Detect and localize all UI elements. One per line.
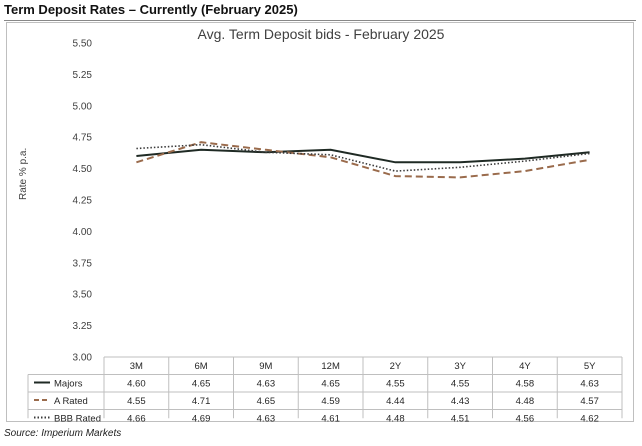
- y-tick-label: 5.25: [73, 70, 93, 81]
- x-tick-label: 2Y: [390, 361, 402, 372]
- chart-title: Avg. Term Deposit bids - February 2025: [197, 26, 445, 42]
- data-table-value: 4.65: [321, 379, 340, 390]
- data-table-value: 4.48: [386, 414, 405, 425]
- x-tick-label: 9M: [259, 361, 272, 372]
- legend-label: A Rated: [54, 396, 88, 407]
- chart-frame: [6, 22, 634, 422]
- y-tick-label: 4.25: [73, 196, 93, 207]
- data-table-value: 4.59: [321, 396, 340, 407]
- data-table-value: 4.55: [127, 396, 146, 407]
- series-line-majors: [136, 148, 590, 164]
- legend-label: Majors: [54, 379, 83, 390]
- data-table-value: 4.51: [451, 414, 470, 425]
- x-tick-label: 12M: [321, 361, 340, 372]
- data-table-value: 4.63: [580, 379, 599, 390]
- y-tick-label: 4.75: [73, 133, 93, 144]
- series-line-bbb-rated: [136, 143, 590, 172]
- legend-label: BBB Rated: [54, 414, 101, 425]
- data-table-value: 4.62: [580, 414, 599, 425]
- source-note: Source: Imperium Markets: [4, 428, 122, 439]
- x-tick-label: 4Y: [519, 361, 531, 372]
- data-table-value: 4.55: [451, 379, 470, 390]
- y-tick-label: 5.00: [73, 101, 93, 112]
- x-tick-label: 6M: [195, 361, 208, 372]
- data-table-value: 4.61: [321, 414, 340, 425]
- y-tick-label: 4.00: [73, 227, 93, 238]
- x-tick-label: 5Y: [584, 361, 596, 372]
- data-table-value: 4.66: [127, 414, 146, 425]
- data-table-value: 4.69: [192, 414, 211, 425]
- data-table-value: 4.65: [257, 396, 276, 407]
- data-table-value: 4.58: [516, 379, 535, 390]
- y-tick-label: 3.50: [73, 290, 93, 301]
- data-table-value: 4.71: [192, 396, 211, 407]
- data-table-value: 4.63: [257, 379, 276, 390]
- y-tick-label: 4.50: [73, 164, 93, 175]
- page-heading: Term Deposit Rates – Currently (February…: [4, 2, 636, 21]
- data-table-value: 4.48: [516, 396, 535, 407]
- data-table-value: 4.60: [127, 379, 146, 390]
- y-tick-label: 3.75: [73, 258, 93, 269]
- data-table-value: 4.63: [257, 414, 276, 425]
- series-line-a-rated: [136, 141, 590, 179]
- data-table-value: 4.65: [192, 379, 211, 390]
- data-table-value: 4.43: [451, 396, 470, 407]
- y-tick-label: 5.50: [73, 39, 93, 50]
- x-tick-label: 3Y: [454, 361, 466, 372]
- data-table-value: 4.57: [580, 396, 599, 407]
- data-table-value: 4.56: [516, 414, 535, 425]
- data-table-value: 4.55: [386, 379, 405, 390]
- y-tick-label: 3.25: [73, 321, 93, 332]
- y-tick-label: 3.00: [73, 353, 93, 364]
- data-table-value: 4.44: [386, 396, 405, 407]
- x-tick-label: 3M: [130, 361, 143, 372]
